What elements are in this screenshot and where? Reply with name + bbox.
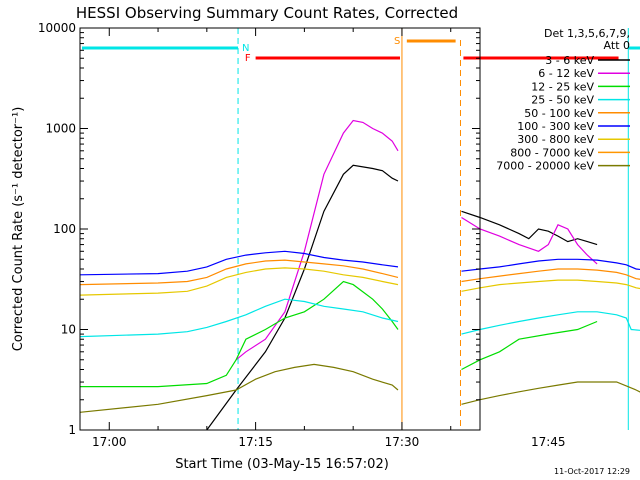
- legend-label: 25 - 50 keV: [531, 94, 594, 107]
- series-line-4: [79, 259, 640, 286]
- legend-label: 800 - 7000 keV: [510, 146, 594, 159]
- y-tick-label: 10: [61, 323, 76, 337]
- y-tick-label: 100: [53, 222, 76, 236]
- plot-frame: [79, 27, 481, 431]
- y-tick-label: 1: [68, 423, 76, 437]
- x-axis-label: Start Time (03-May-15 16:57:02): [175, 457, 389, 472]
- legend-header-line-2: Att 0: [604, 39, 630, 52]
- legend-label: 100 - 300 keV: [517, 120, 594, 133]
- legend-label: 6 - 12 keV: [538, 67, 594, 80]
- y-tick-label: 10000: [38, 21, 76, 35]
- series-line-3: [79, 298, 640, 338]
- timestamp: 11-Oct-2017 12:29: [554, 467, 630, 476]
- flag-label-s: S: [394, 36, 400, 47]
- y-tick-label: 1000: [45, 122, 76, 136]
- series-line-6: [79, 267, 640, 296]
- legend-label: 12 - 25 keV: [531, 80, 594, 93]
- flag-label-n: N: [242, 43, 249, 54]
- legend-label: 300 - 800 keV: [517, 133, 594, 146]
- series-line-8: [79, 363, 640, 413]
- x-tick-label: 17:30: [385, 435, 420, 449]
- x-tick-label: 17:00: [92, 435, 127, 449]
- legend-header-line-1: Det 1,3,5,6,7,9,: [544, 27, 630, 40]
- series-line-0: [206, 164, 598, 431]
- legend-label: 50 - 100 keV: [524, 107, 594, 120]
- series-line-1: [235, 119, 598, 361]
- legend-label: 3 - 6 keV: [545, 54, 594, 67]
- plot-area: NF S: [79, 28, 640, 431]
- x-tick-label: 17:45: [531, 435, 566, 449]
- axis-ticks: [80, 28, 480, 431]
- legend-label: 7000 - 20000 keV: [496, 160, 594, 173]
- chart-title: HESSI Observing Summary Count Rates, Cor…: [76, 4, 458, 22]
- flag-label-f: F: [245, 53, 251, 64]
- y-axis-tick-labels: 1 10 100 1000 10000: [38, 21, 76, 437]
- x-tick-label: 17:15: [238, 435, 273, 449]
- y-axis-label: Corrected Count Rate (s⁻¹ detector⁻¹): [11, 107, 26, 352]
- series-line-5: [79, 250, 640, 276]
